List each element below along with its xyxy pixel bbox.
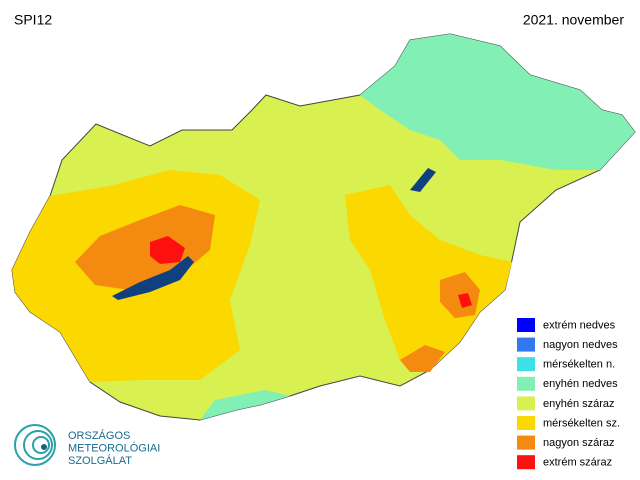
wet-northeast <box>360 34 635 170</box>
logo <box>14 424 56 466</box>
legend-swatch <box>517 455 535 470</box>
wet-south <box>200 390 290 420</box>
legend-label: mérsékelten n. <box>543 359 615 371</box>
extreme-dry-west <box>150 236 185 264</box>
legend: extrém nedves nagyon nedves mérsékelten n.… <box>517 318 620 470</box>
legend-swatch <box>517 357 535 372</box>
legend-swatch <box>517 376 535 391</box>
extreme-dry-east <box>458 293 472 308</box>
legend-label: enyhén száraz <box>543 398 615 410</box>
map-date: 2021. november <box>523 12 625 28</box>
logo-text: SZOLGÁLAT <box>68 454 132 467</box>
lake-balaton <box>112 256 194 300</box>
legend-swatch <box>517 396 535 411</box>
logo-text: ORSZÁGOS <box>68 429 130 442</box>
very-dry-south <box>400 345 445 372</box>
lake-tisza <box>410 168 436 192</box>
legend-label: extrém nedves <box>543 319 616 331</box>
legend-label: extrém száraz <box>543 457 612 469</box>
country-map <box>11 33 636 421</box>
map-title: SPI12 <box>14 12 52 28</box>
dry-east <box>345 185 512 370</box>
legend-label: mérsékelten sz. <box>543 417 620 429</box>
legend-swatch <box>517 318 535 332</box>
legend-swatch <box>517 337 535 352</box>
legend-label: enyhén nedves <box>543 378 618 390</box>
legend-label: nagyon nedves <box>543 339 618 351</box>
legend-swatch <box>517 416 535 430</box>
legend-swatch <box>517 435 535 450</box>
legend-label: nagyon száraz <box>543 437 615 449</box>
logo-text: METEOROLÓGIAI <box>68 441 160 454</box>
